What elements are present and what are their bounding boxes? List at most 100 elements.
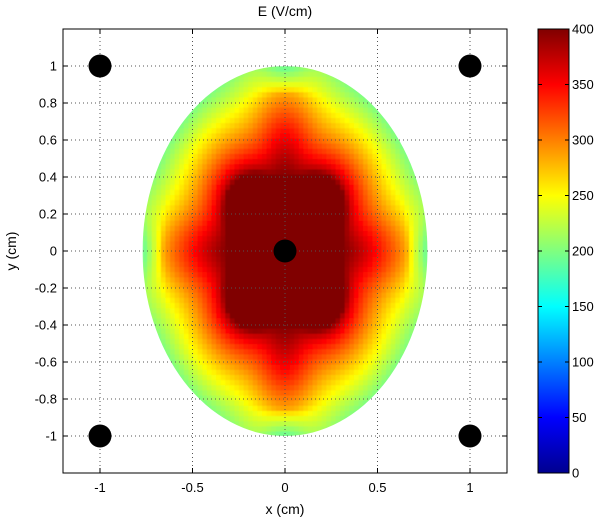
field-cell xyxy=(326,379,332,386)
field-cell xyxy=(340,317,346,324)
field-cell xyxy=(197,317,203,324)
field-cell xyxy=(179,158,185,165)
field-cell xyxy=(349,96,355,103)
field-cell xyxy=(413,292,419,298)
field-cell xyxy=(395,143,401,149)
field-cell xyxy=(156,333,162,339)
field-cell xyxy=(188,215,194,221)
field-cell xyxy=(399,251,406,257)
field-cell xyxy=(349,276,355,283)
field-cell xyxy=(239,81,245,88)
field-cell xyxy=(183,122,190,129)
field-cell xyxy=(312,81,318,88)
field-cell xyxy=(358,230,364,237)
field-cell xyxy=(344,184,350,190)
field-cell xyxy=(271,240,277,247)
field-cell xyxy=(372,220,378,226)
field-cell xyxy=(248,168,254,175)
field-cell xyxy=(317,204,323,211)
field-cell xyxy=(376,353,383,360)
field-cell xyxy=(395,348,401,355)
field-cell xyxy=(294,184,300,190)
field-cell xyxy=(252,209,259,216)
field-cell xyxy=(326,173,332,180)
field-cell xyxy=(303,194,309,201)
field-cell xyxy=(197,307,203,314)
field-cell xyxy=(188,379,194,386)
field-cell xyxy=(229,251,236,257)
field-cell xyxy=(363,143,369,149)
field-cell xyxy=(271,261,277,268)
field-cell xyxy=(151,271,157,278)
field-cell xyxy=(266,379,272,386)
field-cell xyxy=(193,220,199,226)
field-cell xyxy=(340,400,346,406)
field-cell xyxy=(344,179,350,185)
field-cell xyxy=(349,220,355,226)
field-cell xyxy=(317,251,323,257)
field-cell xyxy=(170,338,176,345)
field-cell xyxy=(395,353,401,360)
field-cell xyxy=(170,261,176,268)
field-cell xyxy=(165,148,171,154)
field-cell xyxy=(344,251,350,257)
field-cell xyxy=(202,333,208,339)
field-cell xyxy=(248,184,254,190)
field-cell xyxy=(234,235,240,242)
field-cell xyxy=(358,297,364,303)
field-cell xyxy=(399,230,406,237)
field-cell xyxy=(229,307,236,314)
field-cell xyxy=(307,194,314,201)
field-cell xyxy=(390,194,396,201)
field-cell xyxy=(225,96,231,103)
field-cell xyxy=(372,132,378,139)
field-cell xyxy=(243,415,249,422)
field-cell xyxy=(390,189,396,196)
field-cell xyxy=(239,86,245,93)
field-cell xyxy=(160,235,167,242)
field-cell xyxy=(202,107,208,113)
field-cell xyxy=(363,261,369,268)
colorbar-tick-label: 250 xyxy=(572,188,594,203)
field-cell xyxy=(197,137,203,144)
field-cell xyxy=(206,199,213,206)
field-cell xyxy=(317,394,323,401)
field-cell xyxy=(340,415,346,422)
field-cell xyxy=(340,189,346,196)
field-cell xyxy=(239,127,245,134)
field-cell xyxy=(197,271,203,278)
field-cell xyxy=(413,179,419,185)
field-cell xyxy=(248,369,254,375)
field-cell xyxy=(404,297,410,303)
field-cell xyxy=(225,266,231,273)
field-cell xyxy=(165,220,171,226)
field-cell xyxy=(165,256,171,262)
field-cell xyxy=(193,292,199,298)
field-cell xyxy=(239,281,245,288)
field-cell xyxy=(418,209,424,216)
field-cell xyxy=(404,168,410,175)
field-cell xyxy=(234,86,240,93)
field-cell xyxy=(312,225,318,232)
field-cell xyxy=(326,230,332,237)
field-cell xyxy=(239,292,245,298)
field-cell xyxy=(202,322,208,329)
field-cell xyxy=(165,163,171,170)
field-cell xyxy=(280,235,286,242)
field-cell xyxy=(376,179,383,185)
field-cell xyxy=(252,425,259,432)
field-cell xyxy=(275,66,282,72)
field-cell xyxy=(266,389,272,396)
field-cell xyxy=(174,322,180,329)
field-cell xyxy=(344,137,350,144)
field-cell xyxy=(395,148,401,154)
field-cell xyxy=(298,91,304,98)
field-cell xyxy=(289,66,295,72)
field-cell xyxy=(248,394,254,401)
field-cell xyxy=(395,307,401,314)
field-cell xyxy=(376,240,383,247)
field-cell xyxy=(386,312,392,319)
field-cell xyxy=(234,307,240,314)
field-cell xyxy=(280,153,286,160)
field-cell xyxy=(418,266,424,273)
